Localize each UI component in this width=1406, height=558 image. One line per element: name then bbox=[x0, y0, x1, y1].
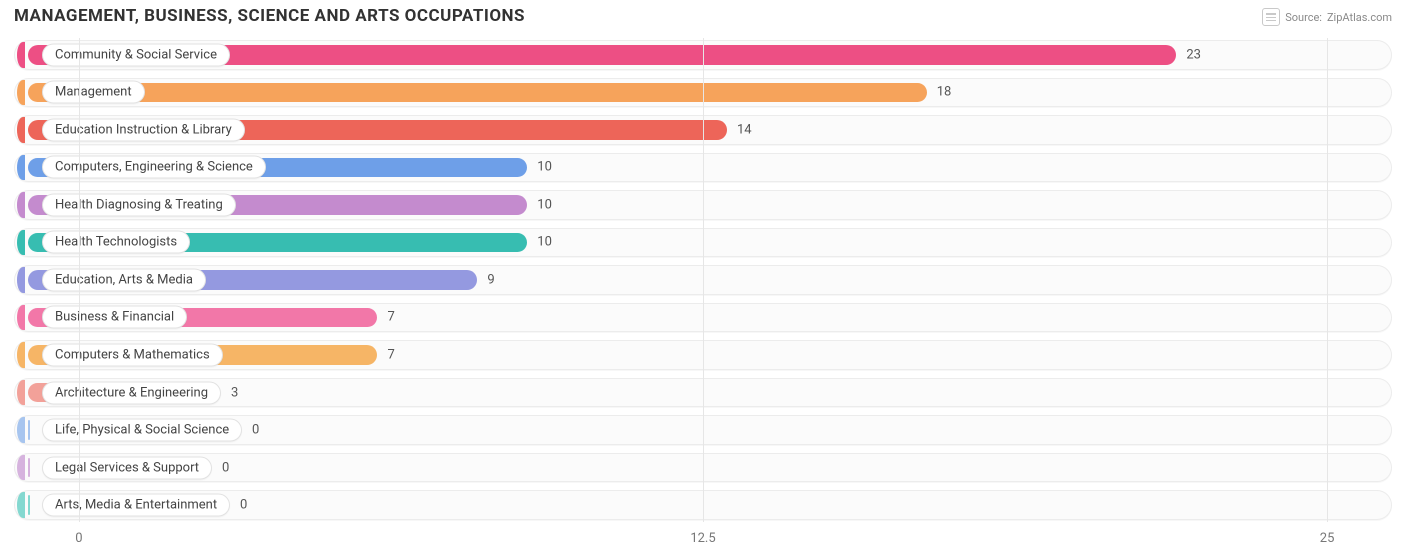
bar-label: Education Instruction & Library bbox=[42, 118, 245, 141]
bar-cap bbox=[17, 155, 25, 181]
bar-label: Health Diagnosing & Treating bbox=[42, 193, 236, 216]
source: Source: ZipAtlas.com bbox=[1262, 6, 1392, 26]
x-tick-label: 0 bbox=[75, 531, 82, 546]
gridline bbox=[79, 38, 80, 522]
header: MANAGEMENT, BUSINESS, SCIENCE AND ARTS O… bbox=[0, 0, 1406, 26]
bar-cap bbox=[17, 230, 25, 256]
bar-value: 0 bbox=[222, 460, 229, 475]
bar-cap bbox=[17, 305, 25, 331]
bar-cap bbox=[17, 455, 25, 481]
bar-label: Health Technologists bbox=[42, 231, 190, 254]
bar-cap bbox=[17, 80, 25, 106]
gridline bbox=[1327, 38, 1328, 522]
plot-area: Community & Social Service 23 Management 18… bbox=[14, 38, 1392, 522]
bar-value: 10 bbox=[537, 197, 552, 212]
bar-value: 3 bbox=[231, 385, 238, 400]
bar-value: 10 bbox=[537, 235, 552, 250]
bar-value: 0 bbox=[240, 498, 247, 513]
bar-label: Education, Arts & Media bbox=[42, 268, 206, 291]
bar-value: 7 bbox=[387, 310, 394, 325]
source-label: Source: bbox=[1285, 11, 1322, 24]
bar-cap bbox=[17, 42, 25, 68]
bar-cap bbox=[17, 380, 25, 406]
bar-value: 9 bbox=[487, 272, 494, 287]
bar-cap bbox=[17, 192, 25, 218]
bar-label: Arts, Media & Entertainment bbox=[42, 494, 230, 517]
bar-label: Legal Services & Support bbox=[42, 456, 212, 479]
bar-value: 14 bbox=[737, 122, 752, 137]
bar-label: Community & Social Service bbox=[42, 43, 230, 66]
bar bbox=[28, 495, 30, 515]
bar-cap bbox=[17, 267, 25, 293]
x-tick-label: 25 bbox=[1320, 531, 1335, 546]
bar bbox=[28, 420, 30, 440]
bar-cap bbox=[17, 492, 25, 518]
bar-label: Life, Physical & Social Science bbox=[42, 419, 242, 442]
bar-label: Architecture & Engineering bbox=[42, 381, 221, 404]
chart-title: MANAGEMENT, BUSINESS, SCIENCE AND ARTS O… bbox=[14, 6, 525, 26]
bar-label: Management bbox=[42, 81, 145, 104]
bar-cap bbox=[17, 117, 25, 143]
bar-cap bbox=[17, 417, 25, 443]
bar-value: 18 bbox=[937, 85, 952, 100]
bar-label: Computers, Engineering & Science bbox=[42, 156, 266, 179]
source-icon bbox=[1262, 8, 1280, 26]
x-tick-label: 12.5 bbox=[690, 531, 715, 546]
gridline bbox=[703, 38, 704, 522]
bar bbox=[28, 83, 927, 103]
bar-label: Computers & Mathematics bbox=[42, 344, 223, 367]
bar bbox=[28, 458, 30, 478]
bar-value: 23 bbox=[1186, 47, 1201, 62]
bar-label: Business & Financial bbox=[42, 306, 187, 329]
chart: Community & Social Service 23 Management 18… bbox=[14, 38, 1392, 550]
bar-value: 7 bbox=[387, 348, 394, 363]
source-name: ZipAtlas.com bbox=[1327, 11, 1392, 24]
bar-value: 0 bbox=[252, 423, 259, 438]
bar-value: 10 bbox=[537, 160, 552, 175]
bar-cap bbox=[17, 342, 25, 368]
